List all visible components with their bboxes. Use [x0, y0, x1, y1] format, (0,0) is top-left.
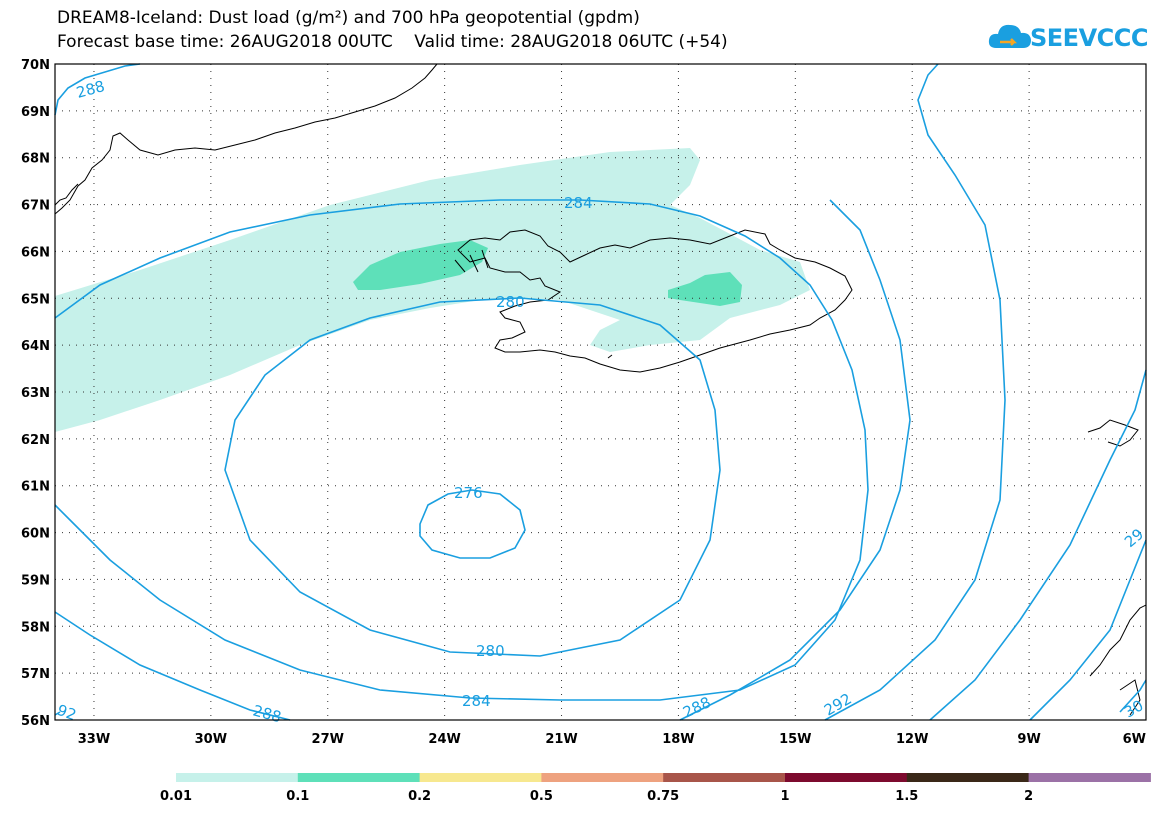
longitude-label: 15W — [779, 732, 811, 747]
dust-area-medium — [668, 272, 742, 306]
contour-288 — [54, 63, 141, 116]
contour-280 — [224, 297, 721, 657]
longitude-label: 27W — [312, 732, 344, 747]
colorbar-swatch — [663, 773, 786, 782]
colorbar-label: 2 — [1024, 789, 1033, 804]
colorbar-label: 1.5 — [895, 789, 918, 804]
plot-frame — [54, 63, 1147, 721]
contour-284 — [54, 199, 869, 701]
colorbar-label: 0.1 — [286, 789, 309, 804]
colorbar-label: 0.75 — [647, 789, 679, 804]
latitude-label: 66N — [21, 245, 50, 260]
contour-label: 284 — [462, 692, 491, 710]
gridlines — [55, 64, 1146, 720]
contour-300 — [1029, 539, 1147, 721]
contour-292 — [824, 63, 1006, 721]
colorbar-label: 0.2 — [408, 789, 431, 804]
longitude-label: 12W — [896, 732, 928, 747]
contour-label: 280 — [476, 642, 505, 660]
contour-276 — [419, 489, 526, 559]
longitude-label: 30W — [195, 732, 227, 747]
latitude-label: 60N — [21, 527, 50, 542]
latitude-label: 58N — [21, 620, 50, 635]
colorbar-swatch — [1028, 773, 1151, 782]
contour-296 — [929, 369, 1147, 721]
longitude-label: 9W — [1017, 732, 1040, 747]
contour-label: 284 — [564, 194, 593, 212]
latitude-label: 59N — [21, 573, 50, 588]
contour-288 — [54, 611, 291, 721]
colorbar-swatch — [176, 773, 299, 782]
cloud-icon — [988, 24, 1031, 48]
longitude-label: 24W — [428, 732, 460, 747]
logo-text: SEEVCCC — [1030, 24, 1149, 52]
contour-304 — [1119, 679, 1147, 713]
colorbar-label: 1 — [780, 789, 789, 804]
contour-292 — [54, 711, 61, 716]
longitude-label: 33W — [78, 732, 110, 747]
colorbar-swatch — [297, 773, 421, 782]
latitude-label: 65N — [21, 292, 50, 307]
latitude-label: 69N — [21, 105, 50, 120]
latitude-label: 67N — [21, 199, 50, 214]
chart-title: DREAM8-Iceland: Dust load (g/m²) and 700… — [57, 8, 640, 28]
colorbar-swatch — [541, 773, 664, 782]
colorbar-label: 0.5 — [530, 789, 553, 804]
latitude-label: 70N — [21, 58, 50, 73]
longitude-label: 18W — [662, 732, 694, 747]
chart-subtitle: Forecast base time: 26AUG2018 00UTC Vali… — [57, 32, 728, 52]
latitude-label: 63N — [21, 386, 50, 401]
latitude-labels: 70N 69N 68N 67N 66N 65N 64N 63N 62N 61N 60N 59N 58N 5… — [21, 58, 50, 729]
dust-area-medium — [353, 240, 488, 290]
longitude-labels: 33W 30W 27W 24W 21W 18W 15W 12W 9W 6W — [78, 732, 1146, 747]
longitude-label: 6W — [1123, 732, 1146, 747]
contour-label: 276 — [454, 484, 483, 502]
latitude-label: 56N — [21, 714, 50, 729]
contour-label: 92 — [55, 701, 79, 724]
latitude-label: 68N — [21, 152, 50, 167]
coastlines — [54, 63, 1147, 720]
colorbar-swatch — [419, 773, 542, 782]
latitude-label: 57N — [21, 667, 50, 682]
contour-288 — [679, 199, 911, 721]
colorbar-legend: 0.01 0.1 0.2 0.5 0.75 1 1.5 2 — [160, 773, 1151, 804]
contour-labels: 288 284 280 276 280 284 288 292 288 92 2… — [55, 77, 1148, 726]
contour-label: 280 — [496, 293, 525, 311]
dust-area-light — [55, 148, 810, 432]
longitude-label: 21W — [545, 732, 577, 747]
latitude-label: 64N — [21, 339, 50, 354]
colorbar-label: 0.01 — [160, 789, 192, 804]
colorbar-swatch — [906, 773, 1030, 782]
latitude-label: 61N — [21, 480, 50, 495]
geopotential-contours — [54, 63, 1147, 721]
colorbar-swatch — [785, 773, 908, 782]
latitude-label: 62N — [21, 433, 50, 448]
